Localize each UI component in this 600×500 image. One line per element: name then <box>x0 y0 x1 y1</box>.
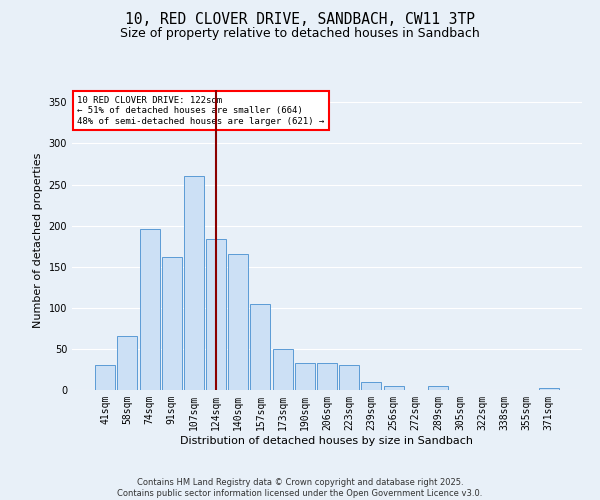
Bar <box>272 349 293 390</box>
Bar <box>206 239 226 390</box>
Bar <box>383 386 404 390</box>
Bar <box>317 363 337 390</box>
Bar <box>250 304 271 390</box>
Bar <box>361 382 382 390</box>
Text: Contains HM Land Registry data © Crown copyright and database right 2025.
Contai: Contains HM Land Registry data © Crown c… <box>118 478 482 498</box>
Bar <box>539 388 559 390</box>
Bar <box>228 254 248 390</box>
Bar <box>162 257 182 390</box>
Bar <box>339 366 359 390</box>
Bar <box>295 363 315 390</box>
Bar <box>184 176 204 390</box>
Text: Size of property relative to detached houses in Sandbach: Size of property relative to detached ho… <box>120 28 480 40</box>
Bar <box>428 386 448 390</box>
Text: 10 RED CLOVER DRIVE: 122sqm
← 51% of detached houses are smaller (664)
48% of se: 10 RED CLOVER DRIVE: 122sqm ← 51% of det… <box>77 96 325 126</box>
Text: 10, RED CLOVER DRIVE, SANDBACH, CW11 3TP: 10, RED CLOVER DRIVE, SANDBACH, CW11 3TP <box>125 12 475 28</box>
Bar <box>140 229 160 390</box>
Y-axis label: Number of detached properties: Number of detached properties <box>33 152 43 328</box>
X-axis label: Distribution of detached houses by size in Sandbach: Distribution of detached houses by size … <box>181 436 473 446</box>
Bar <box>118 336 137 390</box>
Bar <box>95 366 115 390</box>
